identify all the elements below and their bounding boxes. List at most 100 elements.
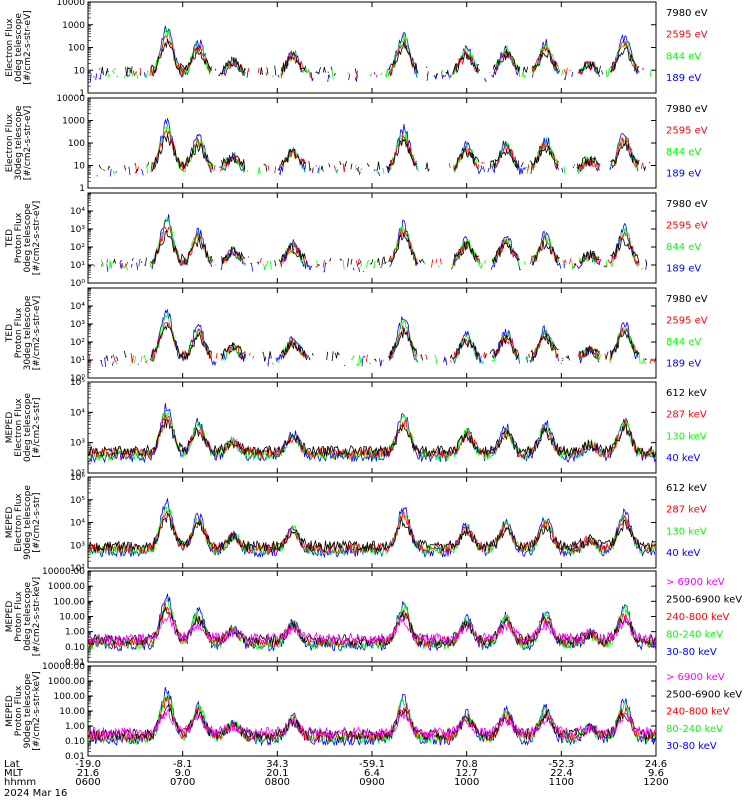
footer-value: 9.0 [175, 768, 191, 779]
y-tick-label: 10² [70, 469, 85, 479]
footer-value: 1200 [643, 777, 668, 788]
y-axis-label: Electron Flux [14, 398, 24, 457]
y-axis-label: 90deg telescope [23, 673, 33, 748]
legend-entry: 7980 eV [666, 104, 708, 115]
legend-entry: 30-80 keV [666, 741, 717, 752]
legend-entry: 844 eV [666, 147, 701, 158]
y-axis-label: 30deg telescope [14, 105, 24, 180]
series-trace [111, 315, 653, 365]
y-axis-label: [#/cm2-s-str-eV] [32, 296, 42, 371]
y-axis-label: 90deg telescope [23, 485, 33, 560]
series-trace [88, 695, 656, 743]
y-tick-label: 0.10 [65, 643, 85, 653]
series-trace [88, 410, 656, 462]
panel-4: 10⁰ 10¹ 10² 10³ 10⁴ TED Proton Flux 30deg teles… [5, 287, 708, 384]
legend-entry: 7980 eV [666, 8, 708, 19]
footer-row-label: MLT [4, 768, 24, 779]
footer-value: 0900 [359, 777, 384, 788]
footer-row-label: Lat [4, 759, 20, 770]
series-trace [90, 26, 654, 82]
y-axis-label: MEPED [5, 601, 15, 633]
y-tick-label: 10² [70, 243, 85, 253]
series-trace [107, 214, 656, 272]
legend-entry: 7980 eV [666, 199, 708, 210]
y-tick-label: 10⁴ [70, 302, 85, 312]
panel-8: 0.01 0.10 1.00 10.00 100.00 1000.00 10000.00 ME… [5, 662, 742, 762]
series-trace [88, 418, 656, 458]
y-axis-label: 30deg telescope [23, 295, 33, 370]
series-trace [88, 322, 656, 364]
y-tick-label: 1 [79, 89, 85, 99]
y-tick-label: 10.00 [59, 613, 85, 623]
y-axis-label: [#/cm2-s-str-keV] [32, 577, 42, 656]
legend-entry: 80-240 keV [666, 630, 723, 641]
footer-row-label: hhmm [4, 777, 36, 788]
legend-entry: 189 eV [666, 73, 701, 84]
y-tick-label: 10⁴ [70, 519, 85, 529]
legend-entry: 240-800 keV [666, 612, 730, 623]
y-tick-label: 10 [74, 66, 86, 76]
footer-value: 24.6 [645, 759, 667, 770]
y-axis-label: Proton Flux [14, 212, 24, 263]
y-tick-label: 10⁶ [70, 473, 85, 483]
y-tick-label: 10¹ [70, 261, 85, 271]
y-tick-label: 1.00 [65, 628, 85, 638]
y-axis-label: Proton Flux [14, 685, 24, 736]
series-trace [88, 510, 656, 555]
y-tick-label: 100.00 [54, 597, 86, 607]
footer-value: 21.6 [77, 768, 99, 779]
y-axis-label: [#/cm2-s-str-eV] [32, 201, 42, 276]
y-tick-label: 1000 [62, 117, 85, 127]
legend-entry: > 6900 keV [666, 672, 725, 683]
y-axis-label: TED [5, 324, 15, 343]
legend-entry: 2500-6900 keV [666, 595, 742, 606]
legend-entry: 189 eV [666, 358, 701, 369]
legend-entry: 189 eV [666, 263, 701, 274]
y-axis-label: TED [5, 229, 15, 248]
date-label: 2024 Mar 16 [4, 788, 67, 799]
y-tick-label: 100 [68, 44, 85, 54]
footer-value: -52.3 [548, 759, 574, 770]
y-tick-label: 100.00 [54, 692, 86, 702]
legend-entry: 80-240 keV [666, 724, 723, 735]
legend-entry: 287 keV [666, 505, 707, 516]
footer-value: 9.6 [648, 768, 664, 779]
series-trace [88, 606, 656, 647]
y-tick-label: 10000 [56, 0, 85, 8]
panel-1: 1 10 100 1000 10000 Electron Flux 0deg telesco… [5, 0, 708, 99]
traces [88, 593, 656, 652]
y-tick-label: 100 [68, 139, 85, 149]
legend-entry: 130 keV [666, 526, 707, 537]
y-axis-label: 0deg telescope [23, 393, 33, 463]
y-axis-label: MEPED [5, 412, 15, 444]
y-axis-label: Electron Flux [5, 18, 15, 77]
y-tick-label: 1.00 [65, 722, 85, 732]
legend-entry: 287 keV [666, 410, 707, 421]
legend-entry: 2595 eV [666, 220, 708, 231]
y-tick-label: 10⁰ [70, 279, 85, 289]
series-trace [88, 708, 656, 740]
legend-entry: 189 eV [666, 168, 701, 179]
series-trace [94, 36, 654, 79]
y-axis-label: 0deg telescope [23, 203, 33, 273]
footer-value: 0800 [265, 777, 290, 788]
legend-entry: 612 keV [666, 388, 707, 399]
y-axis-label: 0deg telescope [14, 13, 24, 83]
legend-entry: 7980 eV [666, 294, 708, 305]
y-axis-label: MEPED [5, 695, 15, 727]
legend-entry: 240-800 keV [666, 707, 730, 718]
y-tick-label: 10000 [56, 94, 85, 104]
y-tick-label: 10000.00 [42, 662, 85, 672]
footer-axis-labels: Lat -19.0 -8.1 34.3 -59.1 70.8 -52.3 24.6 MLT 21.… [4, 759, 669, 799]
y-tick-label: 10 [74, 162, 86, 172]
y-axis-label: Electron Flux [14, 493, 24, 552]
panel-5: 10² 10³ 10⁴ 10⁵ MEPED Electron Flux 0deg teles… [5, 378, 707, 479]
panel-3: 10⁰ 10¹ 10² 10³ 10⁴ TED Proton Flux 0deg telesc… [5, 192, 708, 289]
footer-value: -8.1 [173, 759, 193, 770]
y-axis-label: Proton Flux [14, 591, 24, 642]
y-axis-label: [#/cm2-s-str-eV] [23, 106, 33, 181]
y-axis-label: Proton Flux [14, 307, 24, 358]
footer-value: 70.8 [456, 759, 478, 770]
